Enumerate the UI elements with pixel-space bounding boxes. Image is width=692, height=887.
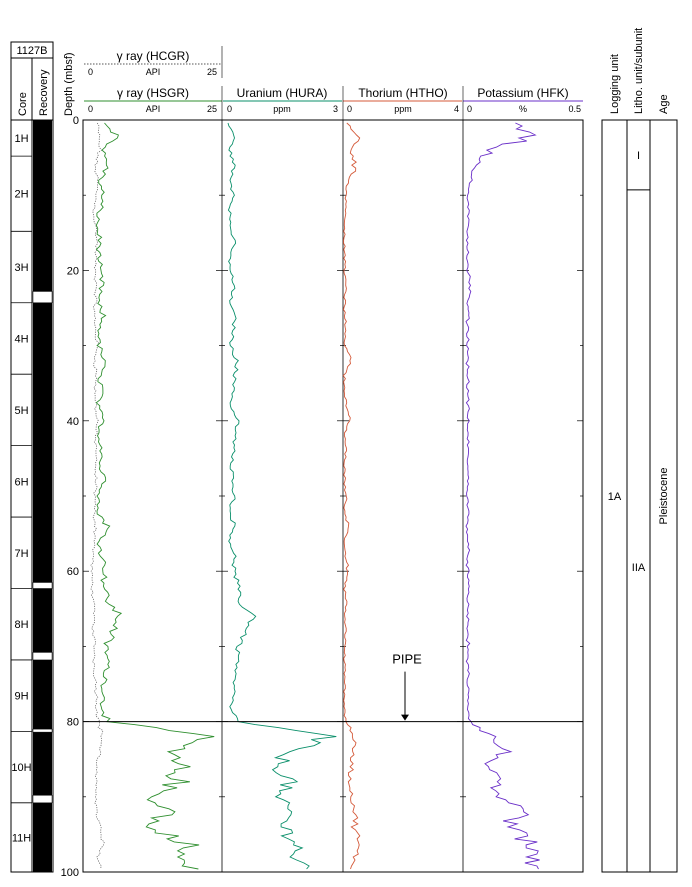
htho-unit: ppm: [394, 104, 412, 114]
core-label: 7H: [14, 548, 28, 560]
hura-unit: ppm: [273, 104, 291, 114]
hcgr-min: 0: [88, 67, 93, 77]
core-label: 4H: [14, 333, 28, 345]
age-column: [649, 119, 678, 873]
htho-title: Thorium (HTHO): [358, 86, 447, 100]
core-label: 5H: [14, 405, 28, 417]
age-header: Age: [658, 94, 670, 114]
hcgr-title: γ ray (HCGR): [117, 49, 190, 63]
hfk-title: Potassium (HFK): [477, 86, 568, 100]
recovery-header: Recovery: [38, 69, 50, 116]
core-label: 2H: [14, 189, 28, 201]
logging-unit-label: 1A: [608, 491, 622, 503]
hura-curve: [227, 122, 337, 870]
pipe-label: PIPE: [392, 652, 422, 667]
core-label: 1H: [14, 133, 28, 145]
depth-tick-label: 60: [67, 566, 79, 578]
depth-tick-label: 40: [67, 416, 79, 428]
hcgr-unit: API: [146, 67, 161, 77]
hsgr-curve: [95, 122, 215, 870]
htho-max: 4: [454, 104, 459, 114]
htho-header: Thorium (HTHO) ppm 0 4: [343, 86, 462, 114]
hfk-header: Potassium (HFK) % 0 0.5: [463, 86, 583, 114]
plot-frame: [82, 119, 584, 873]
hsgr-max: 25: [207, 104, 217, 114]
recovery-gap: [32, 795, 53, 804]
depth-tick-label: 20: [67, 265, 79, 277]
site-label: 1127B: [17, 45, 48, 57]
recovery-gap: [32, 728, 53, 733]
core-label: 11H: [12, 832, 31, 844]
hcgr-header: γ ray (HCGR) API 0 25: [84, 46, 223, 78]
hsgr-title: γ ray (HSGR): [117, 86, 189, 100]
hura-title: Uranium (HURA): [237, 86, 328, 100]
core-header: Core: [17, 92, 29, 116]
core-label: 6H: [14, 476, 28, 488]
hsgr-min: 0: [88, 104, 93, 114]
hura-min: 0: [227, 104, 232, 114]
core-label: 9H: [14, 691, 28, 703]
recovery-bar: [33, 120, 52, 872]
litho-unit-column: [626, 119, 651, 873]
hcgr-max: 25: [207, 67, 217, 77]
core-label: 3H: [14, 262, 28, 274]
litho-unit-label: I: [637, 150, 640, 162]
depth-tick-label: 100: [61, 867, 79, 879]
litho-unit-label: IIA: [632, 562, 646, 574]
hura-max: 3: [333, 104, 338, 114]
litho-unit-header: Litho. unit/subunit: [633, 28, 645, 114]
recovery-gap: [32, 652, 53, 661]
hsgr-header: γ ray (HSGR) API 0 25: [84, 86, 222, 114]
recovery-column: [31, 119, 54, 873]
depth-tick-label: 80: [67, 717, 79, 729]
recovery-gap: [32, 291, 53, 303]
pipe-arrow-head: [401, 714, 409, 721]
logging-unit-header: Logging unit: [609, 54, 621, 114]
core-label: 8H: [14, 619, 28, 631]
recovery-gap: [32, 582, 53, 589]
depth-tick-label: 0: [73, 115, 79, 127]
age-label: Pleistocene: [658, 468, 670, 525]
htho-curve: [342, 122, 361, 870]
hsgr-unit: API: [146, 104, 161, 114]
hfk-unit: %: [519, 104, 527, 114]
depth-axis-label: Depth (mbsf): [63, 52, 75, 116]
hfk-min: 0: [467, 104, 472, 114]
hfk-max: 0.5: [568, 104, 581, 114]
core-column: [10, 119, 33, 873]
htho-min: 0: [347, 104, 352, 114]
hura-header: Uranium (HURA) ppm 0 3: [223, 86, 342, 114]
core-label: 10H: [11, 762, 31, 774]
hfk-curve: [465, 122, 540, 870]
